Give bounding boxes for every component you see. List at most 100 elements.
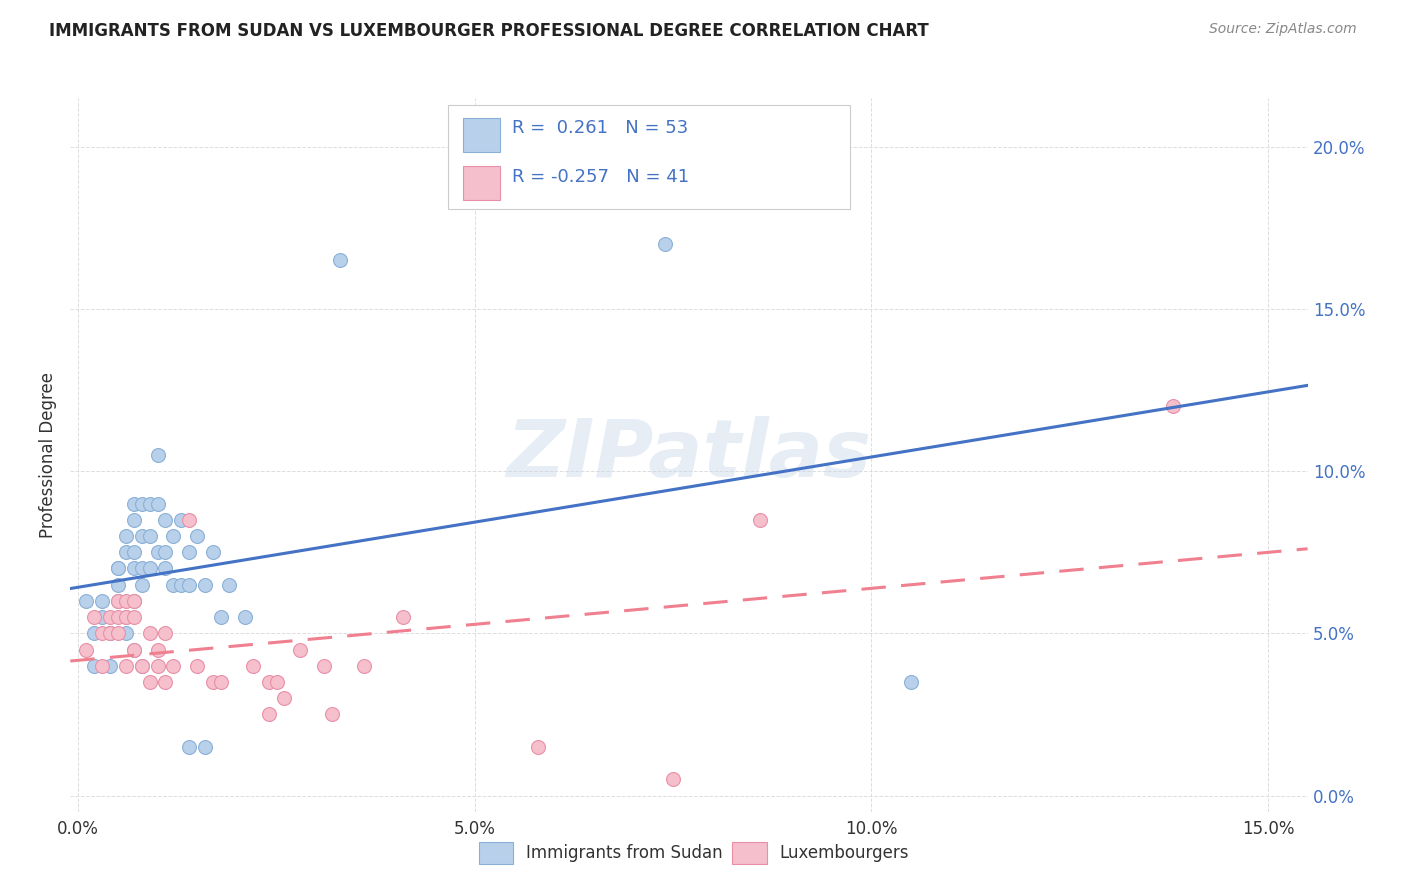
Text: R = -0.257   N = 41: R = -0.257 N = 41: [512, 168, 689, 186]
Point: [107, 610, 129, 624]
Point: [654, 237, 676, 252]
Point: [138, 529, 160, 543]
Point: [290, 642, 312, 657]
FancyBboxPatch shape: [447, 105, 849, 209]
Point: [242, 658, 264, 673]
Point: [321, 707, 343, 722]
Point: [131, 497, 153, 511]
Point: [98, 626, 121, 640]
Point: [83, 658, 105, 673]
Point: [155, 626, 177, 640]
Point: [202, 675, 225, 690]
Point: [122, 642, 145, 657]
Point: [122, 610, 145, 624]
Point: [266, 675, 288, 690]
Point: [329, 253, 352, 268]
Point: [209, 675, 232, 690]
FancyBboxPatch shape: [463, 166, 499, 201]
Point: [138, 497, 160, 511]
Point: [91, 594, 114, 608]
Point: [131, 658, 153, 673]
Point: [114, 658, 136, 673]
Point: [75, 642, 97, 657]
Point: [186, 529, 208, 543]
Point: [98, 626, 121, 640]
Point: [146, 658, 169, 673]
Point: [122, 545, 145, 559]
Point: [138, 626, 160, 640]
Point: [162, 658, 184, 673]
Point: [233, 610, 256, 624]
Point: [122, 497, 145, 511]
Point: [91, 626, 114, 640]
Point: [155, 561, 177, 575]
Point: [131, 658, 153, 673]
Point: [114, 545, 136, 559]
Point: [107, 577, 129, 591]
Point: [122, 642, 145, 657]
Point: [155, 513, 177, 527]
Text: IMMIGRANTS FROM SUDAN VS LUXEMBOURGER PROFESSIONAL DEGREE CORRELATION CHART: IMMIGRANTS FROM SUDAN VS LUXEMBOURGER PR…: [49, 22, 929, 40]
Point: [146, 642, 169, 657]
Point: [662, 772, 685, 787]
Point: [146, 545, 169, 559]
Point: [131, 577, 153, 591]
FancyBboxPatch shape: [478, 842, 513, 863]
Point: [114, 610, 136, 624]
Point: [138, 675, 160, 690]
Point: [179, 577, 201, 591]
Y-axis label: Professional Degree: Professional Degree: [39, 372, 58, 538]
Point: [107, 594, 129, 608]
Point: [107, 561, 129, 575]
Point: [83, 626, 105, 640]
Point: [155, 545, 177, 559]
Point: [218, 577, 240, 591]
Point: [155, 675, 177, 690]
Point: [179, 545, 201, 559]
Point: [749, 513, 772, 527]
Text: Luxembourgers: Luxembourgers: [779, 844, 908, 862]
Point: [98, 610, 121, 624]
Point: [392, 610, 415, 624]
Point: [83, 610, 105, 624]
Point: [170, 513, 193, 527]
Point: [900, 675, 922, 690]
FancyBboxPatch shape: [733, 842, 766, 863]
Point: [114, 594, 136, 608]
Point: [146, 497, 169, 511]
Point: [122, 561, 145, 575]
FancyBboxPatch shape: [463, 118, 499, 152]
Point: [209, 610, 232, 624]
Point: [122, 513, 145, 527]
Point: [122, 594, 145, 608]
Point: [131, 529, 153, 543]
Point: [91, 658, 114, 673]
Point: [98, 626, 121, 640]
Point: [170, 577, 193, 591]
Point: [314, 658, 336, 673]
Point: [138, 561, 160, 575]
Point: [179, 739, 201, 754]
Point: [257, 675, 280, 690]
Point: [75, 594, 97, 608]
Point: [146, 448, 169, 462]
Point: [131, 561, 153, 575]
Point: [179, 513, 201, 527]
Point: [162, 529, 184, 543]
Point: [114, 626, 136, 640]
Point: [273, 691, 295, 706]
Point: [122, 594, 145, 608]
Point: [194, 577, 217, 591]
Point: [107, 626, 129, 640]
Point: [162, 577, 184, 591]
Point: [194, 739, 217, 754]
Text: ZIPatlas: ZIPatlas: [506, 416, 872, 494]
Point: [107, 561, 129, 575]
Text: Immigrants from Sudan: Immigrants from Sudan: [526, 844, 723, 862]
Point: [107, 594, 129, 608]
Point: [91, 610, 114, 624]
Point: [114, 529, 136, 543]
Point: [98, 658, 121, 673]
Point: [202, 545, 225, 559]
Text: Source: ZipAtlas.com: Source: ZipAtlas.com: [1209, 22, 1357, 37]
